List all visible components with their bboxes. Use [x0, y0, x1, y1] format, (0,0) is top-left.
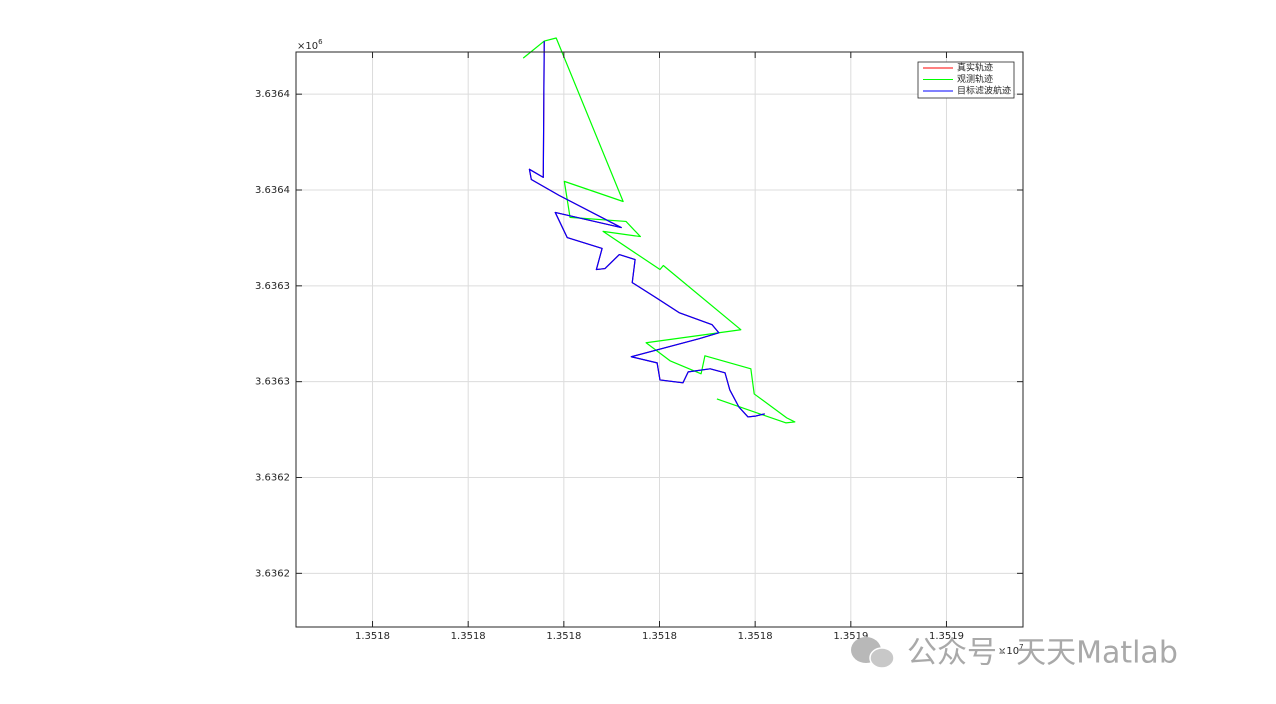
legend-label: 真实轨迹 — [957, 62, 993, 74]
x-multiplier-exponent: 7 — [1019, 643, 1023, 651]
y-multiplier-exponent: 6 — [318, 38, 323, 46]
y-tick-label: 3.6363 — [255, 377, 290, 388]
x-multiplier-base: ×10 — [998, 646, 1019, 657]
wechat-icon — [869, 647, 895, 669]
x-tick-label: 1.3518 — [451, 631, 486, 642]
x-tick-label: 1.3518 — [355, 631, 390, 642]
plot-layer — [522, 37, 796, 424]
y-multiplier: ×106 — [297, 38, 323, 52]
y-tick-label: 3.6363 — [255, 281, 290, 292]
legend-label: 目标滤波航迹 — [957, 85, 1011, 97]
series-line — [528, 41, 765, 418]
x-tick-label: 1.3518 — [546, 631, 581, 642]
x-tick-label: 1.3518 — [738, 631, 773, 642]
grid-layer — [296, 52, 1023, 627]
x-multiplier: ×107 — [998, 643, 1024, 657]
x-tick-label: 1.3519 — [833, 631, 868, 642]
watermark: 公众号· 天天Matlab — [851, 636, 1178, 671]
legend-label: 观测轨迹 — [957, 73, 993, 85]
x-tick-label: 1.3519 — [929, 631, 964, 642]
watermark-text: 公众号· 天天Matlab — [907, 636, 1178, 671]
x-tick-label: 1.3518 — [642, 631, 677, 642]
y-tick-label: 3.6364 — [255, 89, 290, 100]
y-tick-label: 3.6364 — [255, 185, 290, 196]
y-tick-label: 3.6362 — [255, 473, 290, 484]
y-tick-label: 3.6362 — [255, 568, 290, 579]
tick-layer: 1.3518 1.3518 1.3518 1.3518 1.3518 1.3519 1.35… — [255, 52, 1023, 642]
series-line — [522, 37, 796, 424]
y-multiplier-base: ×10 — [297, 41, 318, 52]
